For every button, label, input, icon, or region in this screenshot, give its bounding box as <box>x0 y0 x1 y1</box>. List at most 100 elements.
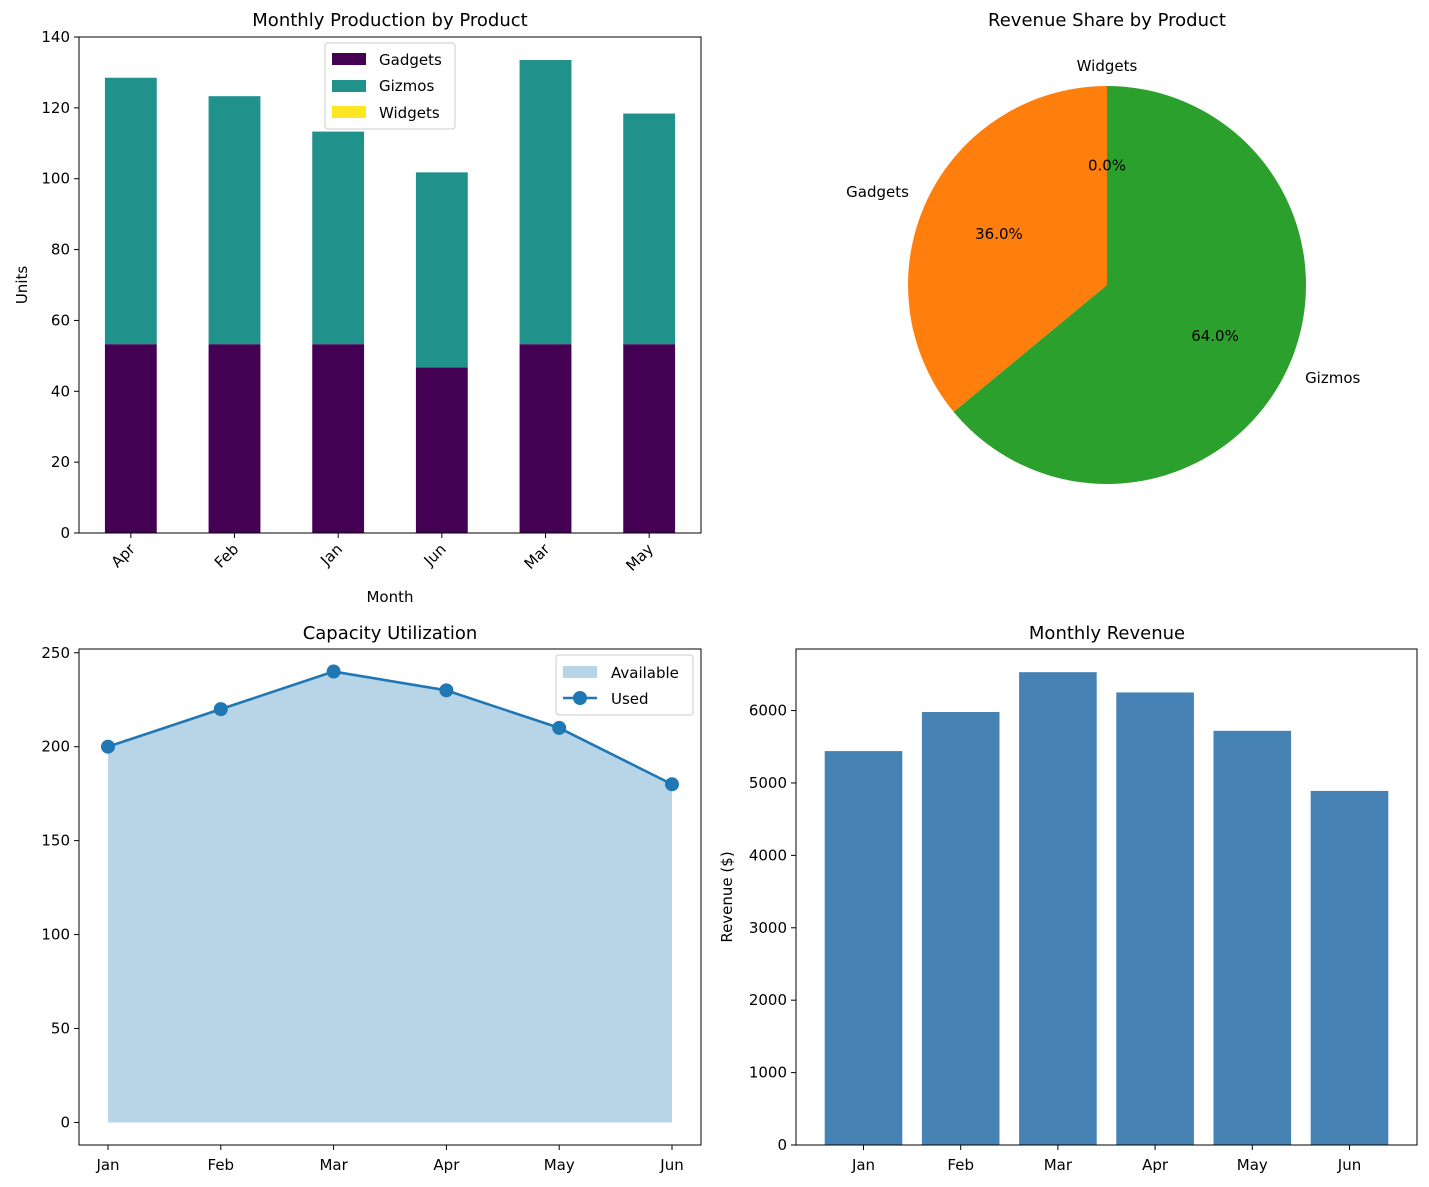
capacity-axes-frame <box>78 648 702 1146</box>
production-ylabel: Units <box>13 266 31 305</box>
legend-label-gadgets: Gadgets <box>379 51 442 69</box>
y-tick-label: 4000 <box>749 846 787 864</box>
bar-revenue-mar <box>1019 672 1097 1145</box>
y-tick-label: 3000 <box>749 919 787 937</box>
x-tick-label: Mar <box>521 540 554 573</box>
x-tick-label: May <box>544 1156 575 1174</box>
legend-swatch-gizmos <box>332 80 366 92</box>
monthly-revenue-chart: Monthly Revenue 0 1000 2000 3000 4000 5000 600… <box>718 623 1418 1174</box>
x-tick-label: Apr <box>1142 1156 1169 1174</box>
legend-swatch-widgets <box>332 106 366 118</box>
capacity-x-ticks: Jan Feb Mar Apr May Jun <box>95 1145 684 1174</box>
bar-gizmos-jan <box>312 131 365 345</box>
legend-swatch-gadgets <box>332 53 366 65</box>
marker-used-feb <box>213 702 228 717</box>
y-tick-label: 1000 <box>749 1064 787 1082</box>
y-tick-label: 50 <box>51 1020 70 1038</box>
monthly-revenue-title: Monthly Revenue <box>1029 623 1185 644</box>
bar-gizmos-apr <box>104 77 157 345</box>
y-tick-label: 6000 <box>749 702 787 720</box>
y-tick-label: 120 <box>41 99 70 117</box>
x-tick-label: Jun <box>659 1156 683 1174</box>
legend-label-gizmos: Gizmos <box>379 77 434 95</box>
line-used <box>107 670 673 786</box>
x-tick-label: Feb <box>208 1156 235 1174</box>
legend-label-widgets: Widgets <box>379 104 440 122</box>
x-tick-label: Jun <box>420 540 450 570</box>
x-tick-label: Mar <box>1044 1156 1073 1174</box>
y-tick-label: 0 <box>777 1136 787 1154</box>
y-tick-label: 250 <box>41 644 70 662</box>
y-tick-label: 200 <box>41 738 70 756</box>
y-tick-label: 2000 <box>749 991 787 1009</box>
capacity-chart: Capacity Utilization 0 50 100 150 200 250 Jan… <box>41 623 702 1174</box>
x-tick-label: Feb <box>947 1156 974 1174</box>
marker-used-mar <box>326 664 341 679</box>
bar-revenue-may <box>1213 730 1292 1145</box>
x-tick-label: Apr <box>433 1156 460 1174</box>
x-tick-label: Feb <box>211 540 243 572</box>
marker-used-apr <box>439 683 454 698</box>
legend-swatch-available <box>563 666 597 678</box>
monthly-revenue-x-ticks: Jan Feb Mar Apr May Jun <box>851 1145 1361 1174</box>
revenue-share-chart: Revenue Share by Product Widgets 0.0% Gadg… <box>846 10 1361 485</box>
monthly-revenue-axes-frame <box>795 648 1418 1146</box>
pie-slice-gizmos <box>953 86 1306 485</box>
marker-used-may <box>552 720 567 735</box>
revenue-share-title: Revenue Share by Product <box>988 10 1226 31</box>
pie-label-gadgets: Gadgets <box>846 183 909 201</box>
area-available <box>108 671 672 1123</box>
x-tick-label: Jun <box>1337 1156 1361 1174</box>
bar-revenue-jun <box>1310 790 1389 1145</box>
y-tick-label: 60 <box>51 311 70 329</box>
capacity-plot <box>101 664 679 1123</box>
y-tick-label: 140 <box>41 28 70 46</box>
production-axes-frame <box>78 36 702 534</box>
pie-pct-gadgets: 36.0% <box>975 225 1023 243</box>
x-tick-label: May <box>1237 1156 1268 1174</box>
pie-label-gizmos: Gizmos <box>1305 369 1360 387</box>
y-tick-label: 150 <box>41 832 70 850</box>
pie-label-widgets: Widgets <box>1077 57 1138 75</box>
monthly-revenue-ylabel: Revenue ($) <box>718 851 736 942</box>
bar-revenue-apr <box>1116 692 1194 1145</box>
bar-gadgets-jan <box>312 344 365 533</box>
production-chart: Monthly Production by Product 0 20 40 60 80 1… <box>13 10 702 606</box>
bar-gizmos-mar <box>519 60 572 345</box>
capacity-legend: Available Used <box>555 654 694 716</box>
capacity-title: Capacity Utilization <box>303 623 478 644</box>
capacity-y-ticks: 0 50 100 150 200 250 <box>41 644 79 1131</box>
bar-gadgets-mar <box>519 344 572 533</box>
legend-swatch-used-marker <box>573 691 587 705</box>
pie-slices <box>907 86 1306 485</box>
y-tick-label: 100 <box>41 926 70 944</box>
monthly-revenue-bars <box>824 672 1389 1145</box>
production-x-ticks: Apr Feb Jan Jun Mar May <box>108 533 657 575</box>
production-bars <box>104 60 676 533</box>
y-tick-label: 0 <box>60 524 70 542</box>
pie-pct-widgets: 0.0% <box>1088 157 1126 175</box>
bar-gizmos-jun <box>415 172 468 368</box>
x-tick-label: Jan <box>316 540 346 570</box>
x-tick-label: May <box>622 540 657 575</box>
bar-gadgets-may <box>623 344 676 533</box>
marker-used-jan <box>101 739 115 754</box>
legend-label-used: Used <box>611 690 649 708</box>
legend-label-available: Available <box>611 664 679 682</box>
x-tick-label: Mar <box>319 1156 348 1174</box>
pie-labels: Widgets 0.0% Gadgets 36.0% Gizmos 64.0% <box>846 57 1360 387</box>
y-tick-label: 0 <box>60 1113 70 1131</box>
production-title: Monthly Production by Product <box>252 10 527 31</box>
y-tick-label: 80 <box>51 241 70 259</box>
x-tick-label: Jan <box>95 1156 119 1174</box>
x-tick-label: Apr <box>108 540 140 572</box>
bar-revenue-feb <box>921 711 1000 1145</box>
production-y-ticks: 0 20 40 60 80 100 120 140 <box>41 28 79 542</box>
production-legend: Gadgets Gizmos Widgets <box>324 42 456 130</box>
y-tick-label: 100 <box>41 170 70 188</box>
marker-used-jun <box>665 777 679 792</box>
bar-gadgets-apr <box>104 344 157 533</box>
y-tick-label: 40 <box>51 382 70 400</box>
bar-gadgets-feb <box>208 344 261 533</box>
